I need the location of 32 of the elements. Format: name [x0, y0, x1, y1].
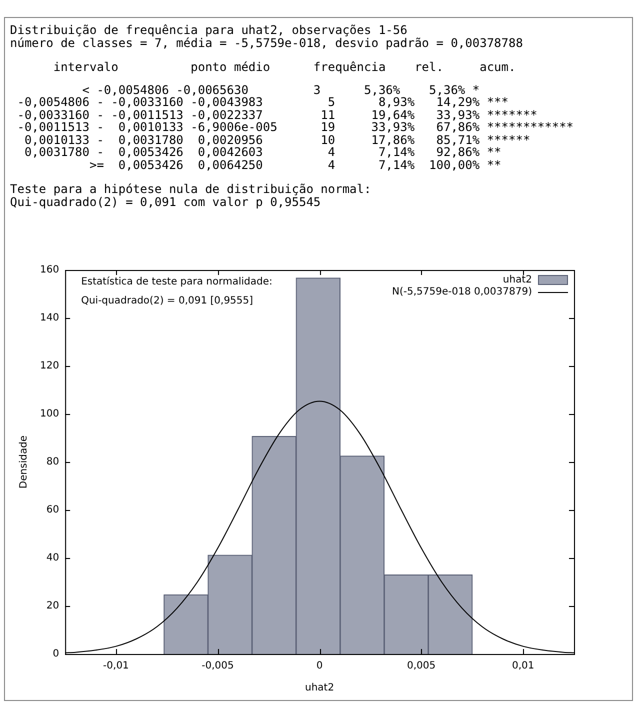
text: Teste para a hipótese nula de distribuição normal: [10, 182, 372, 196]
x-tick-label: 0 [316, 660, 323, 672]
x-tick-label: -0,005 [202, 660, 234, 672]
y-tick-label: 20 [46, 600, 60, 612]
text: 0,0031780 - 0,0053426 0,0042603 4 7,14% 92,86% ** [23, 145, 502, 159]
y-axis-title: Densidade [18, 435, 30, 489]
chart-title: Distribuição de frequência para uhat2, observações 1-56 [10, 23, 408, 37]
y-tick-label: 60 [46, 504, 60, 516]
y-tick-label: 160 [40, 264, 60, 276]
text: -0,0033160 - -0,0011513 -0,0022337 11 19,64% 33,93% ******* [16, 108, 538, 122]
chart-subtitle: número de classes = 7, média = -5,5759e-018, desvio padrão = 0,00378788 [10, 36, 524, 50]
y-tick-label: 140 [40, 312, 60, 324]
text: < -0,0054806 -0,0065630 3 5,36% 5,36% * [81, 82, 481, 96]
x-axis-title: uhat2 [304, 682, 334, 694]
y-tick-label: 80 [46, 456, 60, 468]
text: -0,0011513 - 0,0010133 -6,9006e-005 19 33,93% 67,86% ************ [16, 120, 574, 134]
text: -0,0054806 - -0,0033160 -0,0043983 5 8,93% 14,29% *** [16, 95, 510, 109]
text: Qui-quadrado(2) = 0,091 com valor p 0,95545 [10, 194, 322, 208]
y-tick-label: 100 [40, 408, 60, 420]
annotation: Qui-quadrado(2) = 0,091 [0,9555] [81, 296, 254, 307]
legend-label: uhat2 [502, 274, 532, 286]
x-tick-label: 0,01 [512, 660, 534, 672]
y-tick-label: 0 [52, 648, 60, 660]
x-tick-label: 0,005 [407, 660, 436, 672]
text: >= 0,0053426 0,0064250 4 7,14% 100,00% ** [89, 158, 502, 172]
annotation: Estatística de teste para normalidade: [81, 276, 272, 288]
legend-label: N(-5,5759e-018 0,0037879) [392, 286, 532, 298]
x-tick-label: -0,01 [103, 660, 129, 672]
text: 0,0010133 - 0,0031780 0,0020956 10 17,86% 85,71% ****** [24, 132, 532, 146]
y-tick-label: 40 [46, 552, 60, 564]
y-tick-label: 120 [40, 360, 60, 372]
text: intervalo ponto médio frequência rel. acum. [52, 60, 517, 74]
